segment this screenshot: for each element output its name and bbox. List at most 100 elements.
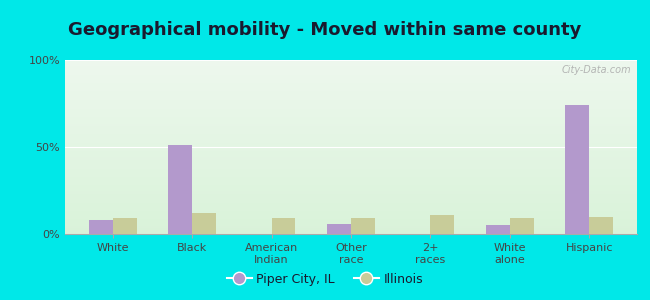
Bar [65, 179, 637, 180]
Bar [65, 213, 637, 214]
Bar [65, 149, 637, 150]
Bar [65, 198, 637, 199]
Bar [65, 88, 637, 89]
Bar [65, 206, 637, 207]
Bar [65, 121, 637, 122]
Bar [65, 145, 637, 146]
Bar [65, 227, 637, 228]
Bar [65, 128, 637, 129]
Bar [65, 174, 637, 175]
Bar [65, 173, 637, 174]
Bar [65, 165, 637, 166]
Bar [65, 93, 637, 94]
Bar [65, 90, 637, 91]
Bar [65, 126, 637, 127]
Bar [65, 207, 637, 208]
Bar [65, 205, 637, 206]
Bar [65, 222, 637, 223]
Bar [65, 81, 637, 82]
Bar [65, 116, 637, 117]
Bar [65, 164, 637, 165]
Text: City-Data.com: City-Data.com [562, 65, 631, 75]
Bar [65, 178, 637, 179]
Bar [65, 175, 637, 176]
Bar [65, 70, 637, 71]
Bar [65, 96, 637, 97]
Bar [65, 63, 637, 64]
Bar [65, 150, 637, 151]
Bar [327, 224, 351, 234]
Bar [65, 200, 637, 201]
Bar [65, 65, 637, 66]
Bar [65, 187, 637, 188]
Bar [65, 101, 637, 102]
Bar [65, 163, 637, 164]
Bar [590, 217, 613, 234]
Bar [65, 99, 637, 100]
Bar [65, 228, 637, 229]
Bar [65, 83, 637, 84]
Bar [65, 152, 637, 153]
Bar [65, 72, 637, 73]
Bar [65, 196, 637, 197]
Bar [65, 191, 637, 192]
Bar [65, 212, 637, 213]
Bar [65, 218, 637, 219]
Bar [65, 136, 637, 137]
Bar [65, 87, 637, 88]
Bar [65, 107, 637, 108]
Bar [65, 67, 637, 68]
Bar [65, 95, 637, 96]
Bar [65, 224, 637, 225]
Bar [65, 140, 637, 141]
Bar [89, 220, 112, 234]
Bar [65, 112, 637, 113]
Bar [65, 135, 637, 136]
Bar [65, 204, 637, 205]
Bar [65, 176, 637, 177]
Bar [65, 111, 637, 112]
Bar [65, 74, 637, 75]
Bar [65, 171, 637, 172]
Bar [65, 122, 637, 123]
Bar [65, 62, 637, 63]
Bar [65, 75, 637, 76]
Bar [65, 141, 637, 142]
Bar [65, 217, 637, 218]
Bar [65, 188, 637, 189]
Bar [65, 69, 637, 70]
Bar [65, 159, 637, 160]
Bar [65, 221, 637, 222]
Bar [65, 129, 637, 130]
Bar [65, 120, 637, 121]
Bar [65, 104, 637, 105]
Bar [65, 130, 637, 131]
Bar [65, 119, 637, 120]
Bar [65, 89, 637, 90]
Bar [65, 183, 637, 184]
Bar [65, 68, 637, 69]
Bar [65, 199, 637, 200]
Bar [65, 157, 637, 158]
Bar [65, 118, 637, 119]
Bar [430, 215, 454, 234]
Bar [65, 113, 637, 114]
Bar [65, 142, 637, 143]
Bar [65, 166, 637, 167]
Bar [65, 82, 637, 83]
Bar [65, 78, 637, 79]
Bar [65, 194, 637, 195]
Bar [65, 210, 637, 211]
Bar [65, 132, 637, 133]
Bar [65, 172, 637, 173]
Bar [65, 169, 637, 170]
Bar [65, 103, 637, 104]
Bar [65, 155, 637, 156]
Bar [65, 92, 637, 93]
Bar [65, 161, 637, 162]
Bar [65, 71, 637, 72]
Bar [272, 218, 295, 234]
Bar [65, 148, 637, 149]
Bar [65, 80, 637, 81]
Bar [65, 181, 637, 182]
